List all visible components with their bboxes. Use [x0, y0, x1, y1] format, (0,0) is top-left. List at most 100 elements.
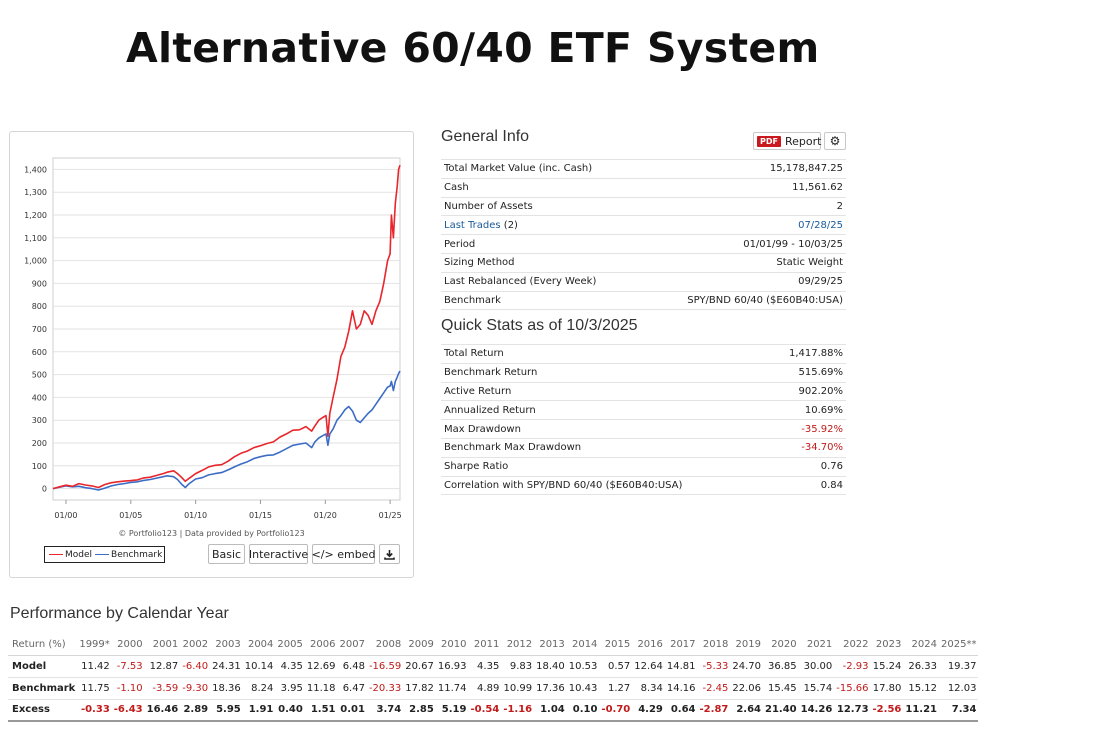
quick-stats-value: 515.69% [766, 362, 846, 383]
performance-cell: 4.35 [275, 655, 305, 678]
general-info-row: Total Market Value (inc. Cash) 15,178,847… [441, 159, 846, 179]
quick-stats-label: Benchmark Return [441, 362, 767, 383]
performance-cell: 6.48 [337, 655, 367, 678]
series-line-model [52, 165, 401, 490]
general-info-label: Cash [441, 177, 642, 198]
performance-cell: 0.64 [664, 699, 698, 722]
year-header: 2013 [534, 634, 567, 656]
y-tick-label: 1,400 [24, 165, 47, 174]
basic-button[interactable]: Basic [208, 544, 245, 564]
general-info-table: Total Market Value (inc. Cash) 15,178,847… [441, 159, 846, 311]
performance-cell: -2.45 [697, 677, 731, 700]
performance-cell: 30.00 [798, 655, 835, 678]
performance-cell: 24.70 [730, 655, 763, 678]
performance-cell: 9.83 [501, 655, 535, 678]
settings-button[interactable]: ⚙ [824, 132, 846, 150]
performance-cell: 16.93 [435, 655, 469, 678]
year-header: 2020 [763, 634, 799, 656]
performance-row-model: Model 11.42 -7.53 12.87 -6.40 24.31 10.14 4.35 1… [8, 655, 979, 678]
quick-stats-row: Annualized Return 10.69% [441, 400, 846, 420]
legend-label-benchmark: Benchmark [111, 549, 163, 560]
year-header: 2002 [180, 634, 211, 656]
general-info-label: Period [441, 234, 642, 254]
y-tick-label: 1,200 [24, 211, 47, 220]
y-tick-label: 1,300 [24, 188, 47, 197]
performance-cell: -2.93 [834, 655, 871, 678]
year-header: 2007 [337, 634, 367, 656]
general-info-row: Number of Assets 2 [441, 196, 846, 216]
year-header: 2024 [903, 634, 939, 656]
quick-stats-label: Sharpe Ratio [441, 456, 767, 477]
general-info-value: Static Weight [641, 252, 846, 273]
year-header: 2011 [468, 634, 502, 656]
general-info-label: Last Rebalanced (Every Week) [441, 271, 642, 292]
general-info-row: Last Trades (2) 07/28/25 [441, 215, 846, 235]
performance-row-label: Benchmark [8, 677, 78, 700]
performance-table: Return (%) 1999* 2000 2001 2002 2003 2004 2005 2… [8, 634, 979, 722]
legend-item-model[interactable]: Model [49, 550, 92, 560]
performance-row-label: Model [8, 655, 78, 678]
chart-legend[interactable]: Model Benchmark [44, 546, 165, 563]
performance-cell: 0.01 [337, 699, 367, 722]
y-tick-label: 1,100 [24, 234, 47, 243]
general-info-row: Last Rebalanced (Every Week) 09/29/25 [441, 271, 846, 292]
performance-cell: 26.33 [903, 655, 939, 678]
y-tick-label: 400 [32, 393, 47, 402]
performance-row-label: Excess [8, 699, 78, 722]
y-tick-label: 0 [42, 485, 47, 494]
performance-cell: 2.89 [180, 699, 211, 722]
performance-cell: 5.95 [210, 699, 243, 722]
performance-cell: 24.31 [210, 655, 243, 678]
performance-cell: 14.16 [664, 677, 698, 700]
year-header: 2025** [939, 634, 979, 656]
page-title: Alternative 60/40 ETF System [126, 24, 820, 72]
y-tick-label: 100 [32, 462, 47, 471]
performance-cell: 15.45 [763, 677, 799, 700]
quick-stats-value: 0.76 [766, 456, 846, 477]
performance-cell: -15.66 [834, 677, 871, 700]
performance-cell: 12.03 [939, 677, 979, 700]
x-tick-label: 01/20 [314, 511, 337, 520]
performance-cell: 4.89 [468, 677, 502, 700]
last-trades-link[interactable]: Last Trades [444, 219, 501, 231]
performance-cell: 0.10 [566, 699, 600, 722]
performance-cell: 17.36 [534, 677, 567, 700]
year-header: 1999* [77, 634, 112, 656]
performance-cell: -1.10 [111, 677, 145, 700]
performance-cell: 15.24 [870, 655, 904, 678]
performance-cell: 15.74 [798, 677, 835, 700]
performance-cell: 11.74 [435, 677, 469, 700]
quick-stats-label: Correlation with SPY/BND 60/40 ($E60B40:… [441, 475, 767, 496]
quick-stats-label: Annualized Return [441, 400, 767, 420]
performance-cell: -9.30 [180, 677, 211, 700]
interactive-button[interactable]: Interactive [249, 544, 308, 564]
general-info-label: Number of Assets [441, 196, 642, 216]
performance-cell: 14.26 [798, 699, 835, 722]
report-button[interactable]: PDF Report [753, 132, 821, 150]
performance-cell: 10.14 [242, 655, 276, 678]
performance-cell: 1.04 [534, 699, 567, 722]
performance-title: Performance by Calendar Year [10, 605, 229, 622]
quick-stats-value: 10.69% [766, 400, 846, 420]
performance-chart[interactable]: 0 100 200 300 400 500 600 700 800 900 1,000 1,100 1,… [10, 132, 413, 532]
general-info-value: SPY/BND 60/40 ($E60B40:USA) [641, 290, 846, 311]
performance-cell: 22.06 [730, 677, 763, 700]
performance-cell: 2.85 [403, 699, 436, 722]
year-header: 2017 [664, 634, 698, 656]
general-info-value: 09/29/25 [641, 271, 846, 292]
year-header: 2004 [242, 634, 276, 656]
download-button[interactable] [379, 544, 400, 564]
legend-item-benchmark[interactable]: Benchmark [95, 550, 162, 560]
general-info-label[interactable]: Last Trades (2) [441, 215, 642, 235]
embed-button[interactable]: </> embed [312, 544, 375, 564]
performance-cell: -7.53 [111, 655, 145, 678]
year-header: 2006 [304, 634, 338, 656]
performance-cell: -6.43 [111, 699, 145, 722]
general-info-value[interactable]: 07/28/25 [641, 215, 846, 235]
year-header: 2018 [697, 634, 731, 656]
performance-cell: 11.18 [304, 677, 338, 700]
performance-cell: 12.87 [144, 655, 181, 678]
series-line-benchmark [52, 370, 401, 491]
x-tick-label: 01/10 [184, 511, 207, 520]
year-header: 2009 [403, 634, 436, 656]
